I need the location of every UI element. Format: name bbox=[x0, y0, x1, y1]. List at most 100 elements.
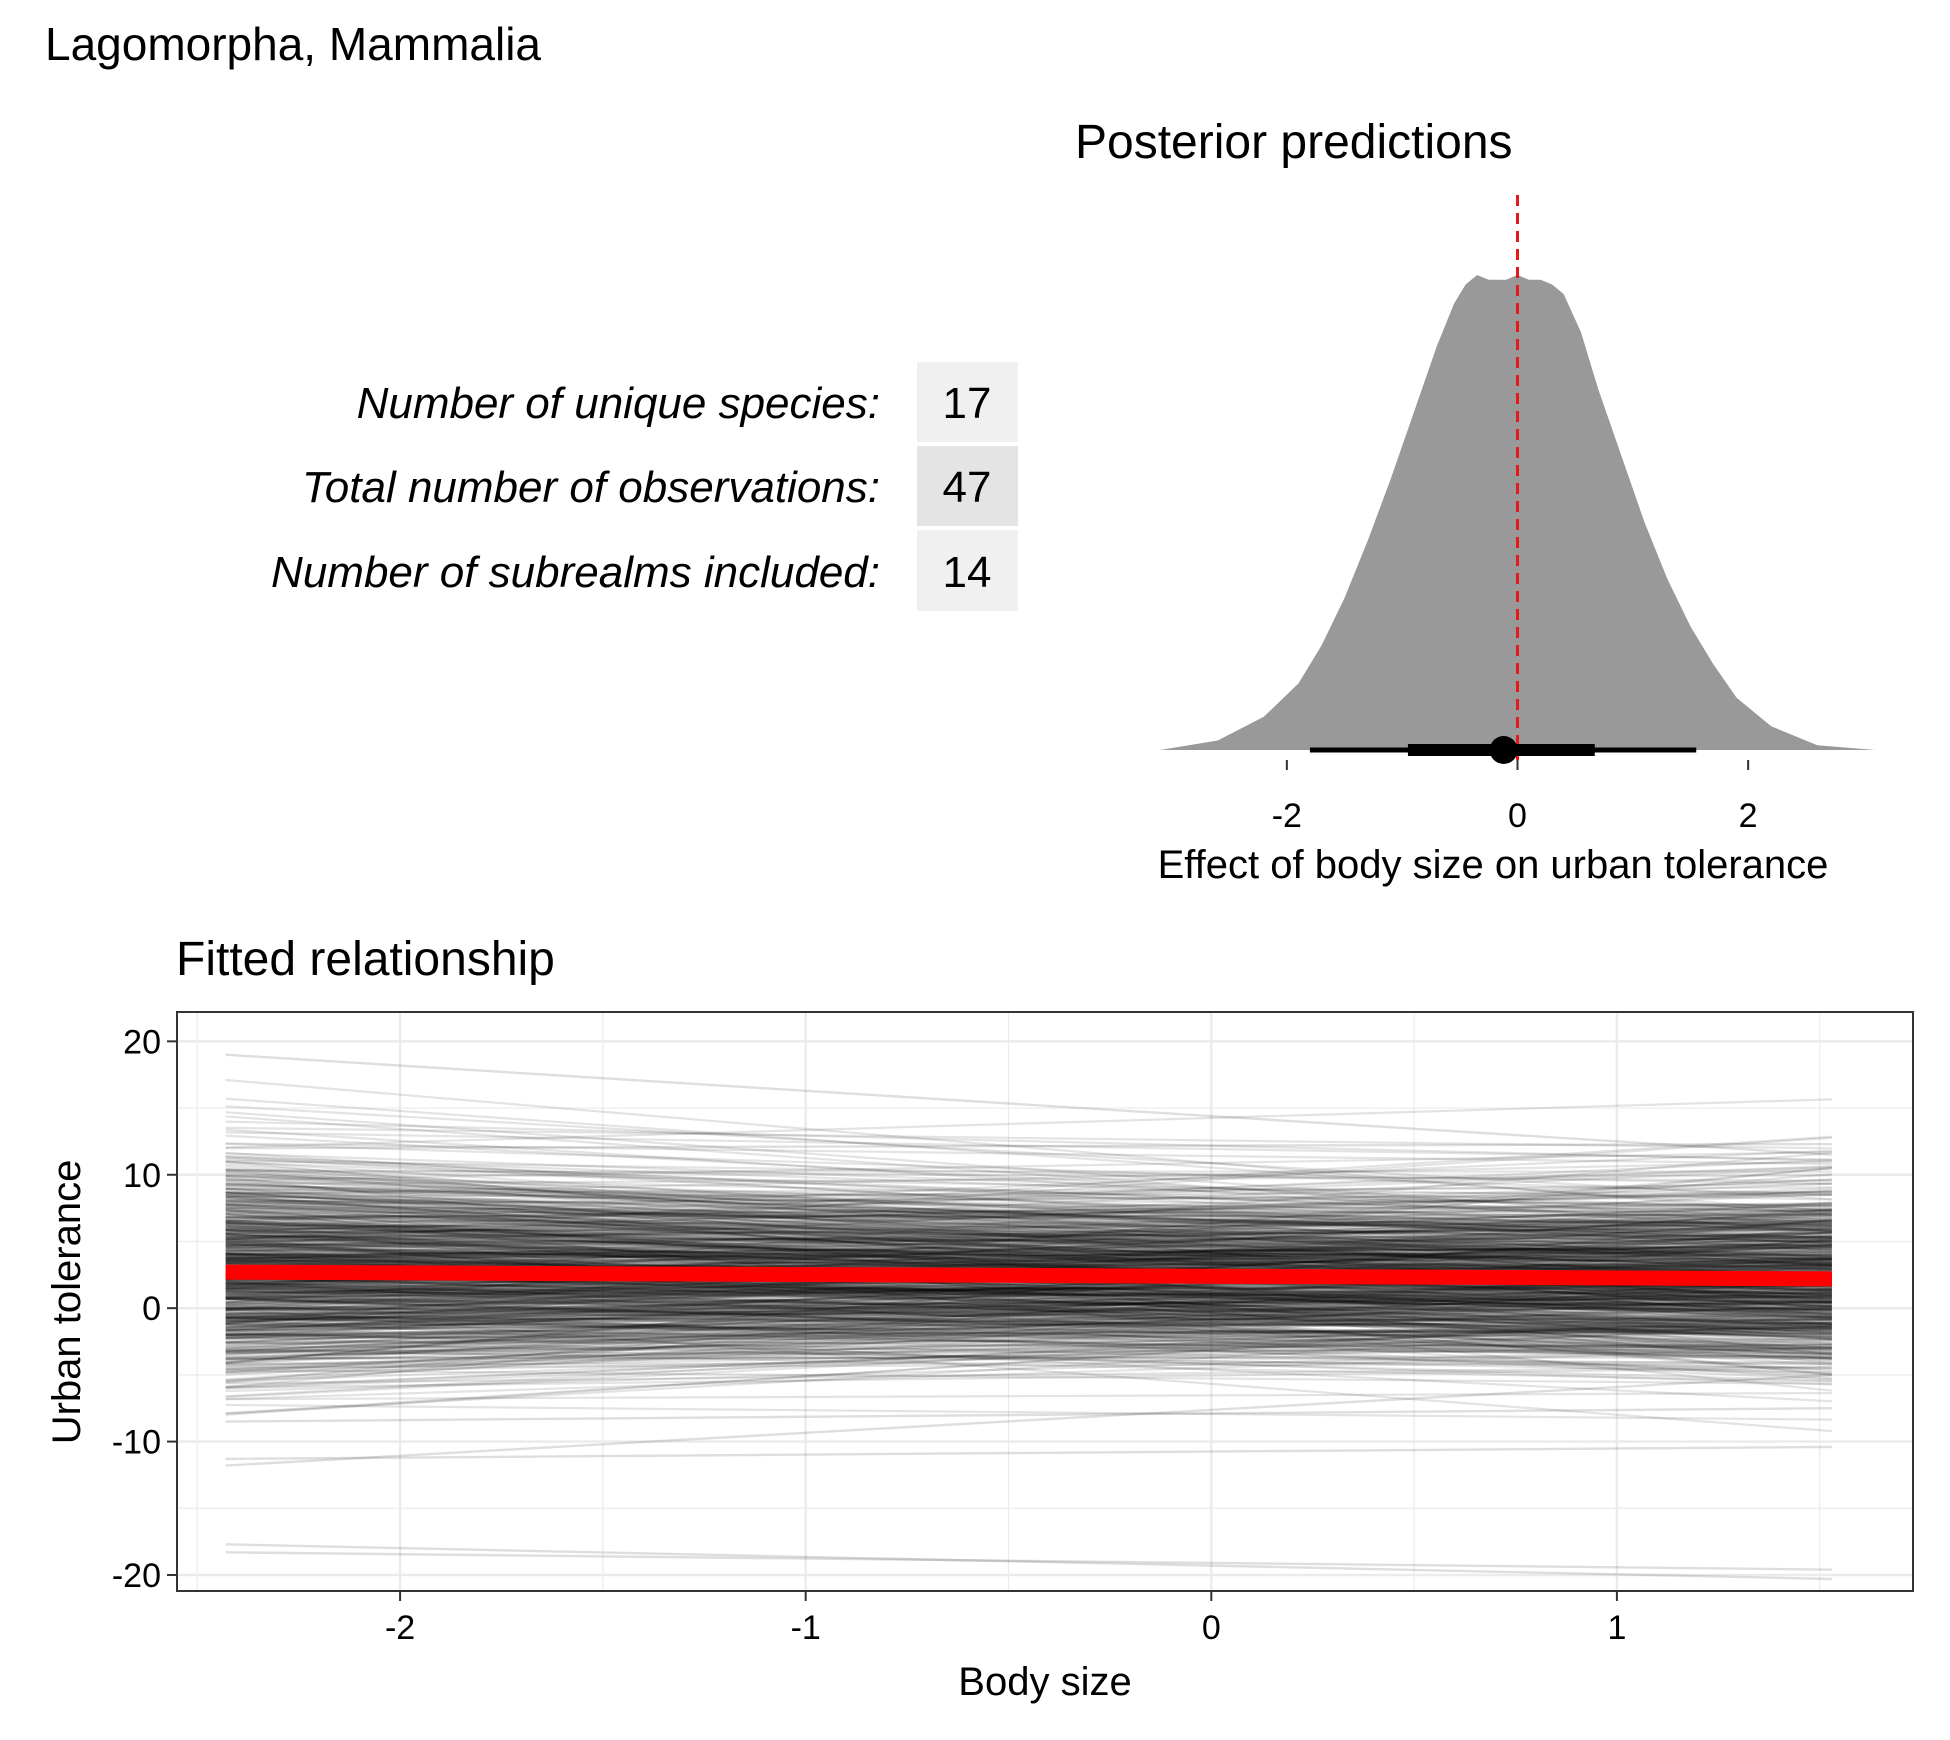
posterior-draw-line bbox=[225, 1212, 1832, 1316]
posterior-draw-line bbox=[225, 1256, 1832, 1310]
posterior-draw-line bbox=[225, 1324, 1832, 1345]
posterior-draw-line bbox=[225, 1276, 1832, 1312]
posterior-draw-line bbox=[225, 1317, 1832, 1359]
posterior-draw-line bbox=[225, 1316, 1832, 1360]
posterior-draw-line bbox=[225, 1284, 1832, 1304]
posterior-draw-line bbox=[225, 1174, 1832, 1186]
posterior-draw-line bbox=[225, 1232, 1832, 1250]
posterior-draw-line bbox=[225, 1275, 1832, 1308]
posterior-draw-line bbox=[225, 1194, 1832, 1259]
posterior-draw-line bbox=[225, 1220, 1832, 1234]
posterior-draw-line bbox=[225, 1316, 1832, 1351]
posterior-draw-line bbox=[225, 1135, 1832, 1241]
posterior-draw-line bbox=[225, 1234, 1832, 1277]
posterior-draw-line bbox=[225, 1334, 1832, 1338]
posterior-draw-line bbox=[225, 1238, 1832, 1269]
posterior-draw-line bbox=[225, 1344, 1832, 1361]
posterior-draw-line bbox=[225, 1321, 1832, 1341]
posterior-draw-line bbox=[225, 1193, 1832, 1262]
posterior-draw-line bbox=[225, 1294, 1832, 1311]
posterior-draw-line bbox=[225, 1219, 1832, 1277]
posterior-draw-line bbox=[225, 1219, 1832, 1271]
posterior-draw-line bbox=[225, 1300, 1832, 1306]
posterior-draw-line bbox=[225, 1197, 1832, 1258]
summary-cell-bg bbox=[917, 362, 1018, 442]
posterior-draw-line bbox=[225, 1149, 1832, 1222]
posterior-draw-line bbox=[225, 1231, 1832, 1297]
posterior-draw-line bbox=[225, 1207, 1832, 1274]
posterior-draw-line bbox=[225, 1295, 1832, 1317]
posterior-draw-line bbox=[225, 1187, 1832, 1244]
posterior-draw-line bbox=[225, 1167, 1832, 1242]
posterior-draw-line bbox=[225, 1165, 1832, 1288]
posterior-draw-line bbox=[225, 1207, 1832, 1229]
posterior-draw-line bbox=[225, 1251, 1832, 1260]
posterior-draw-line bbox=[225, 1369, 1832, 1385]
posterior-draw-line bbox=[225, 1244, 1832, 1259]
posterior-draw-line bbox=[225, 1174, 1832, 1252]
posterior-draw-line bbox=[225, 1248, 1832, 1275]
posterior-draw-line bbox=[225, 1216, 1832, 1258]
posterior-draw-line bbox=[225, 1194, 1832, 1319]
posterior-draw-line bbox=[225, 1333, 1832, 1358]
posterior-draw-line bbox=[225, 1161, 1832, 1223]
posterior-draw-line bbox=[225, 1254, 1832, 1317]
posterior-draw-line bbox=[225, 1296, 1832, 1312]
posterior-draw-line bbox=[225, 1187, 1832, 1288]
posterior-draw-line bbox=[225, 1230, 1832, 1239]
posterior-draw-line bbox=[225, 1258, 1832, 1323]
posterior-draw-line bbox=[225, 1204, 1832, 1268]
posterior-draw-line bbox=[225, 1241, 1832, 1333]
posterior-draw-line bbox=[225, 1236, 1832, 1270]
posterior-draw-line bbox=[225, 1234, 1832, 1265]
posterior-draw-line bbox=[225, 1300, 1832, 1321]
posterior-draw-line bbox=[225, 1276, 1832, 1331]
posterior-draw-line bbox=[225, 1360, 1832, 1366]
posterior-draw-line bbox=[225, 1283, 1832, 1310]
posterior-draw-line bbox=[225, 1219, 1832, 1228]
posterior-draw-line bbox=[225, 1174, 1832, 1240]
posterior-draw-line bbox=[225, 1191, 1832, 1279]
posterior-draw-line bbox=[225, 1199, 1832, 1308]
posterior-draw-line bbox=[225, 1323, 1832, 1360]
posterior-draw-line bbox=[225, 1213, 1832, 1271]
posterior-draw-line bbox=[225, 1247, 1832, 1258]
posterior-draw-line bbox=[225, 1330, 1832, 1336]
posterior-chart: Posterior predictions -2 0 2 Effect of bod… bbox=[1075, 116, 1875, 887]
posterior-draw-line bbox=[225, 1292, 1832, 1318]
posterior-draw-line bbox=[225, 1280, 1832, 1380]
posterior-draw-line bbox=[225, 1220, 1832, 1301]
posterior-draw-line bbox=[225, 1272, 1832, 1350]
posterior-draw-line bbox=[225, 1189, 1832, 1233]
summary-label: Total number of observations: bbox=[302, 463, 880, 512]
posterior-draw-line bbox=[225, 1224, 1832, 1392]
posterior-draw-line bbox=[225, 1243, 1832, 1260]
posterior-draw-line bbox=[225, 1290, 1832, 1325]
posterior-draw-line bbox=[225, 1343, 1832, 1353]
posterior-draw-line bbox=[225, 1304, 1832, 1325]
posterior-draw-line bbox=[225, 1287, 1832, 1352]
fitted-y-tick-label: -20 bbox=[112, 1557, 161, 1595]
posterior-draw-line bbox=[225, 1298, 1832, 1319]
posterior-draw-line bbox=[225, 1350, 1832, 1369]
posterior-draw-line bbox=[225, 1219, 1832, 1276]
posterior-draw-line bbox=[225, 1294, 1832, 1336]
posterior-draw-line bbox=[225, 1213, 1832, 1320]
posterior-draw-line bbox=[225, 1198, 1832, 1227]
posterior-draw-line bbox=[225, 1226, 1832, 1273]
posterior-draw-line bbox=[225, 1286, 1832, 1334]
posterior-draw-line bbox=[225, 1242, 1832, 1344]
posterior-draw-line bbox=[225, 1219, 1832, 1308]
posterior-draw-line bbox=[225, 1279, 1832, 1381]
posterior-draw-line bbox=[225, 1246, 1832, 1257]
posterior-draw-line bbox=[225, 1291, 1832, 1298]
posterior-draw-line bbox=[225, 1209, 1832, 1260]
posterior-draw-line bbox=[225, 1291, 1832, 1300]
posterior-draw-line bbox=[225, 1307, 1832, 1319]
fitted-y-tick-label: -10 bbox=[112, 1424, 161, 1462]
posterior-draw-line bbox=[225, 1222, 1832, 1261]
posterior-draw-line bbox=[225, 1217, 1832, 1240]
posterior-draw-line bbox=[225, 1232, 1832, 1261]
posterior-draw-line bbox=[225, 1210, 1832, 1214]
posterior-draw-line bbox=[225, 1152, 1832, 1212]
